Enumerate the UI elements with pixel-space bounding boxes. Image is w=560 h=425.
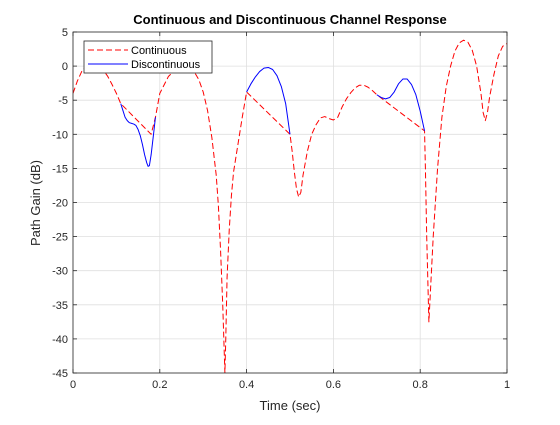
series-line-discontinuous-segment-3 xyxy=(376,78,426,131)
legend-box xyxy=(83,40,213,74)
ticks: 0 0.2 0.4 0.6 0.8 1 5 0 -5 -10 -15 -20 -25 -30 -35 -40 -… xyxy=(52,27,510,391)
x-tick-label: 0.2 xyxy=(152,379,167,391)
series-line-continuous xyxy=(73,39,507,373)
y-tick-label: -35 xyxy=(52,300,68,312)
legend-label-continuous: Continuous xyxy=(131,45,187,57)
y-tick-label: 0 xyxy=(62,61,68,73)
legend-label-discontinuous: Discontinuous xyxy=(131,59,201,71)
y-tick-label: -25 xyxy=(52,232,68,244)
series-line-discontinuous-segment-1 xyxy=(120,103,156,167)
x-tick-label: 0.8 xyxy=(413,379,428,391)
x-axis-label: Time (sec) xyxy=(260,398,321,413)
chart-title: Continuous and Discontinuous Channel Res… xyxy=(133,12,446,27)
x-tick-label: 0 xyxy=(70,379,76,391)
y-tick-label: -15 xyxy=(52,163,68,175)
series-line-discontinuous-segment-2 xyxy=(246,66,291,135)
y-tick-label: -5 xyxy=(58,95,68,107)
y-axis-label: Path Gain (dB) xyxy=(28,160,43,246)
legend: Continuous Discontinuous xyxy=(83,40,213,74)
y-tick-label: -45 xyxy=(52,368,68,380)
series-layer xyxy=(73,39,507,373)
y-tick-label: -30 xyxy=(52,266,68,278)
x-tick-label: 1 xyxy=(504,379,510,391)
y-tick-label: -20 xyxy=(52,198,68,210)
y-tick-label: 5 xyxy=(62,27,68,39)
y-tick-label: -40 xyxy=(52,334,68,346)
x-tick-label: 0.6 xyxy=(326,379,341,391)
x-tick-label: 0.4 xyxy=(239,379,254,391)
y-tick-label: -10 xyxy=(52,129,68,141)
